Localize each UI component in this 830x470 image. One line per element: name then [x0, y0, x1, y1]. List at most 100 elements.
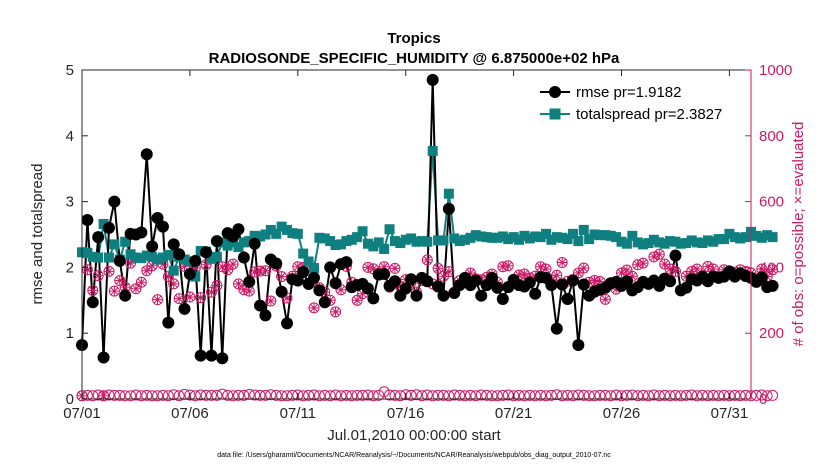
- totalspread-point: [98, 218, 109, 229]
- totalspread-point: [578, 224, 589, 235]
- obs-evaluated-cross: [632, 259, 643, 270]
- totalspread-point: [222, 240, 233, 251]
- rmse-point: [216, 352, 229, 365]
- obs-possible-point: [411, 389, 422, 401]
- obs-evaluated-cross: [120, 282, 131, 293]
- x-tick-label: 07/26: [603, 405, 641, 422]
- totalspread-point: [141, 250, 152, 261]
- totalspread-point: [373, 237, 384, 248]
- obs-possible-point: [281, 390, 293, 402]
- obs-possible-point: [486, 390, 498, 402]
- obs-evaluated-cross: [465, 267, 476, 278]
- totalspread-point: [314, 232, 325, 243]
- totalspread-point: [465, 232, 476, 243]
- totalspread-point: [454, 236, 465, 247]
- totalspread-point: [325, 236, 336, 247]
- rmse-point: [108, 195, 121, 208]
- totalspread-point: [562, 234, 573, 245]
- obs-evaluated-cross: [692, 264, 703, 275]
- data-file-footnote: data file: /Users/gharamti/Documents/NCA…: [217, 452, 611, 459]
- totalspread-point: [93, 252, 104, 263]
- obs-possible-point: [340, 389, 352, 401]
- obs-possible-point: [227, 390, 239, 402]
- rmse-point: [237, 251, 250, 264]
- totalspread-point: [341, 236, 352, 247]
- totalspread-point: [190, 271, 201, 282]
- obs-possible-point: [119, 390, 131, 402]
- rmse-point: [113, 254, 126, 267]
- totalspread-point: [276, 221, 287, 232]
- totalspread-point: [206, 253, 217, 264]
- rmse-point: [183, 267, 196, 280]
- rmse-point: [475, 289, 488, 302]
- rmse-point: [81, 214, 94, 227]
- totalspread-point: [659, 238, 670, 249]
- totalspread-point: [605, 230, 616, 241]
- obs-possible-point: [205, 389, 217, 401]
- obs-possible-point: [87, 390, 99, 402]
- obs-evaluated-point: [502, 260, 514, 272]
- legend: rmse pr=1.9182 totalspread pr=2.3827: [532, 77, 746, 126]
- obs-possible-point: [761, 390, 773, 402]
- obs-possible-point: [292, 389, 304, 401]
- obs-evaluated-cross: [756, 264, 767, 275]
- obs-evaluated-point: [767, 264, 779, 276]
- obs-possible-point: [562, 389, 574, 401]
- totalspread-point: [675, 238, 686, 249]
- rmse-point: [442, 202, 455, 215]
- y-right-tick-label: 1000: [759, 62, 792, 79]
- obs-evaluated-point: [669, 265, 681, 277]
- obs-possible-point: [130, 389, 142, 401]
- y-left-tick-label: 1: [66, 325, 74, 342]
- totalspread-point: [87, 251, 98, 262]
- obs-possible-point: [125, 390, 137, 402]
- obs-evaluated-point: [308, 302, 320, 314]
- obs-possible-point: [303, 389, 315, 401]
- totalspread-point: [406, 233, 417, 244]
- obs-possible-point: [324, 390, 336, 402]
- totalspread-point: [211, 251, 222, 262]
- obs-possible-point: [168, 389, 180, 401]
- obs-possible-point: [475, 389, 487, 401]
- obs-possible-point: [330, 389, 342, 401]
- totalspread-point: [352, 232, 363, 243]
- totalspread-point: [632, 237, 643, 248]
- rmse-point: [421, 275, 434, 288]
- obs-evaluated-cross: [627, 271, 638, 282]
- totalspread-point: [416, 236, 427, 247]
- obs-possible-point: [723, 390, 735, 402]
- obs-evaluated-cross: [282, 292, 293, 303]
- rmse-point: [680, 281, 693, 294]
- x-tick-label: 07/21: [495, 405, 533, 422]
- x-tick-label: 07/16: [387, 405, 425, 422]
- totalspread-point: [638, 239, 649, 250]
- totalspread-point: [697, 238, 708, 249]
- obs-possible-point: [675, 390, 687, 402]
- obs-possible-point: [637, 389, 649, 401]
- obs-evaluated-cross: [109, 286, 120, 297]
- rmse-point: [291, 274, 304, 287]
- obs-possible-point: [335, 390, 347, 402]
- rmse-point: [248, 237, 261, 250]
- obs-possible-point: [578, 389, 590, 401]
- obs-possible-point: [389, 389, 401, 401]
- obs-evaluated-cross: [433, 263, 444, 274]
- totalspread-point: [756, 232, 767, 243]
- rmse-point: [275, 285, 288, 298]
- obs-possible-point: [265, 389, 277, 401]
- rmse-point: [254, 299, 267, 312]
- totalspread-point: [330, 240, 341, 251]
- x-tick-label: 07/06: [171, 405, 209, 422]
- obs-evaluated-point: [599, 293, 611, 305]
- obs-possible-point: [508, 390, 520, 402]
- obs-evaluated-cross: [136, 277, 147, 288]
- x-tick-label: 07/31: [711, 405, 749, 422]
- totalspread-point: [594, 230, 605, 241]
- totalspread-point: [427, 145, 438, 156]
- rmse-point: [426, 73, 439, 86]
- obs-possible-point: [632, 390, 644, 402]
- obs-evaluated-cross: [654, 249, 665, 260]
- obs-evaluated-cross: [168, 278, 179, 289]
- totalspread-point: [735, 233, 746, 244]
- obs-evaluated-cross: [87, 285, 98, 296]
